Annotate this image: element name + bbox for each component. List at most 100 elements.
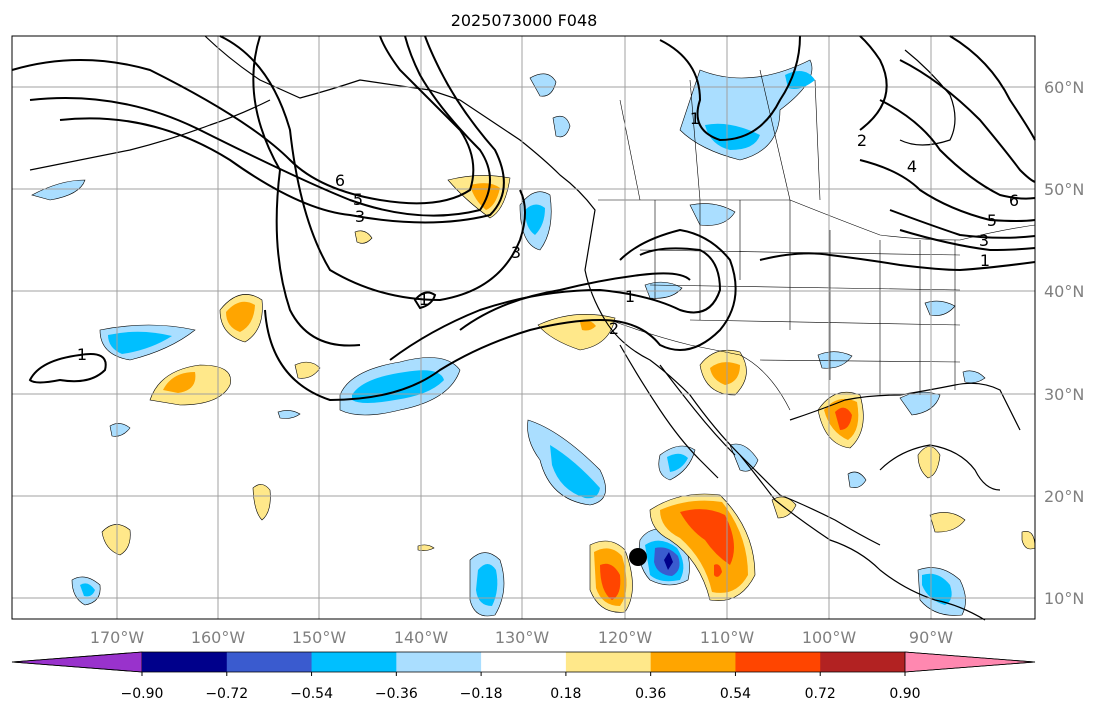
colorbar-swatches <box>11 651 1036 673</box>
coastline-layer <box>29 35 1021 621</box>
extreme-negative-anomaly <box>664 552 673 570</box>
gulf-of-mexico-coastline <box>789 382 1021 431</box>
negative-anomaly-area <box>729 443 759 472</box>
positive-anomaly-core <box>163 372 196 393</box>
colorbar-extend-low <box>11 651 143 673</box>
contour-label: 3 <box>511 243 521 262</box>
latitude-label: 40°N <box>1044 282 1084 301</box>
canada-province-lines <box>619 69 821 201</box>
longitude-label: 150°W <box>292 628 347 647</box>
colorbar-tick-label: −0.72 <box>205 686 248 702</box>
colorbar-swatch <box>735 652 821 672</box>
latitude-label: 10°N <box>1044 589 1084 608</box>
contour-line <box>949 35 1036 141</box>
contour-line <box>859 35 888 131</box>
positive-anomaly-area <box>294 361 321 379</box>
positive-anomaly-area <box>917 446 941 479</box>
contour-label: 1 <box>77 345 87 364</box>
strong-positive-anomaly <box>600 563 621 600</box>
strong-positive-anomaly <box>680 509 734 565</box>
contour-label-layer: 1 1 1 1 1 2 2 3 3 3 4 5 5 6 6 <box>77 109 1019 364</box>
contour-line <box>28 353 107 384</box>
strong-positive-anomaly <box>835 407 852 430</box>
negative-anomaly-core <box>550 445 600 499</box>
contour-line <box>29 35 491 217</box>
negative-anomaly-area <box>277 410 301 419</box>
positive-anomaly-area <box>354 230 373 244</box>
contour-label: 1 <box>419 290 429 309</box>
gulf-of-california-coastline <box>659 364 736 456</box>
latitude-label: 60°N <box>1044 78 1084 97</box>
negative-anomaly-core <box>525 204 545 235</box>
map-frame <box>11 35 1036 620</box>
negative-anomaly-core <box>108 331 172 354</box>
negative-anomaly-area <box>847 471 867 488</box>
alaska-coastline <box>29 99 271 171</box>
longitude-axis: 170°W 160°W 150°W 140°W 130°W 120°W 110°… <box>90 628 953 647</box>
north-america-coastline <box>204 35 986 621</box>
contour-line <box>252 35 361 347</box>
longitude-label: 170°W <box>90 628 145 647</box>
longitude-label: 130°W <box>495 628 550 647</box>
colorbar-tick-label: 0.72 <box>805 686 836 702</box>
contour-line <box>219 35 526 302</box>
colorbar-ticks: −0.90 −0.72 −0.54 −0.36 −0.18 0.18 0.36 0.54 0.7… <box>121 672 921 702</box>
contour-line <box>459 272 691 331</box>
negative-anomaly-core <box>476 564 498 606</box>
positive-anomaly-core <box>226 301 255 332</box>
colorbar-tick-label: 0.18 <box>550 686 581 702</box>
contour-label: 1 <box>980 251 990 270</box>
contour-label: 6 <box>1009 191 1019 210</box>
positive-anomaly-area <box>252 484 271 521</box>
contour-line <box>11 35 475 205</box>
negative-anomaly-core <box>705 123 760 150</box>
us-mexico-border <box>609 319 791 411</box>
negative-anomaly-core <box>667 453 688 472</box>
positive-anomaly-area <box>101 524 131 556</box>
yucatan-coastline <box>879 444 1001 491</box>
contour-line <box>759 252 1036 272</box>
colorbar-swatch <box>311 652 397 672</box>
contour-line <box>889 209 1036 239</box>
contour-line <box>413 291 437 310</box>
colorbar-tick-label: 0.90 <box>889 686 920 702</box>
colorbar-extend-high <box>904 651 1036 673</box>
political-borders-layer <box>598 69 1036 411</box>
contour-line <box>659 35 801 142</box>
colorbar-swatch <box>396 652 482 672</box>
height-contours <box>11 35 1036 402</box>
contour-line <box>899 59 1036 183</box>
us-canada-border <box>598 199 1036 241</box>
colorbar-tick-label: −0.90 <box>121 686 164 702</box>
contour-line <box>899 229 1036 252</box>
contour-label: 4 <box>907 157 917 176</box>
longitude-label: 100°W <box>802 628 857 647</box>
colorbar-swatch <box>565 652 652 672</box>
negative-anomaly-area <box>552 115 571 138</box>
contour-label: 3 <box>979 231 989 250</box>
mexico-west-coastline <box>739 454 881 546</box>
colorbar-tick-label: 0.36 <box>635 686 666 702</box>
colorbar-tick-label: −0.54 <box>290 686 333 702</box>
negative-anomaly-area <box>109 423 131 437</box>
latitude-label: 30°N <box>1044 385 1084 404</box>
contour-line <box>859 159 1036 222</box>
map-panel: 1 1 1 1 1 2 2 3 3 3 4 5 5 6 6 <box>11 35 1036 621</box>
longitude-label: 160°W <box>191 628 246 647</box>
contour-label: 2 <box>857 131 867 150</box>
colorbar-swatch <box>142 652 228 672</box>
positive-anomaly-core <box>470 183 500 210</box>
positive-anomaly-core <box>580 320 596 331</box>
negative-anomaly-area <box>962 370 986 384</box>
contour-label: 1 <box>690 109 700 128</box>
baja-california-coastline <box>619 344 719 479</box>
anomaly-fill-layer <box>31 59 1036 617</box>
colorbar-tick-label: −0.18 <box>460 686 503 702</box>
negative-anomaly-area <box>644 281 683 299</box>
contour-label: 1 <box>625 287 635 306</box>
hudson-bay-coastline <box>899 49 956 146</box>
contour-line <box>264 228 737 402</box>
longitude-label: 140°W <box>394 628 449 647</box>
longitude-label: 110°W <box>700 628 755 647</box>
